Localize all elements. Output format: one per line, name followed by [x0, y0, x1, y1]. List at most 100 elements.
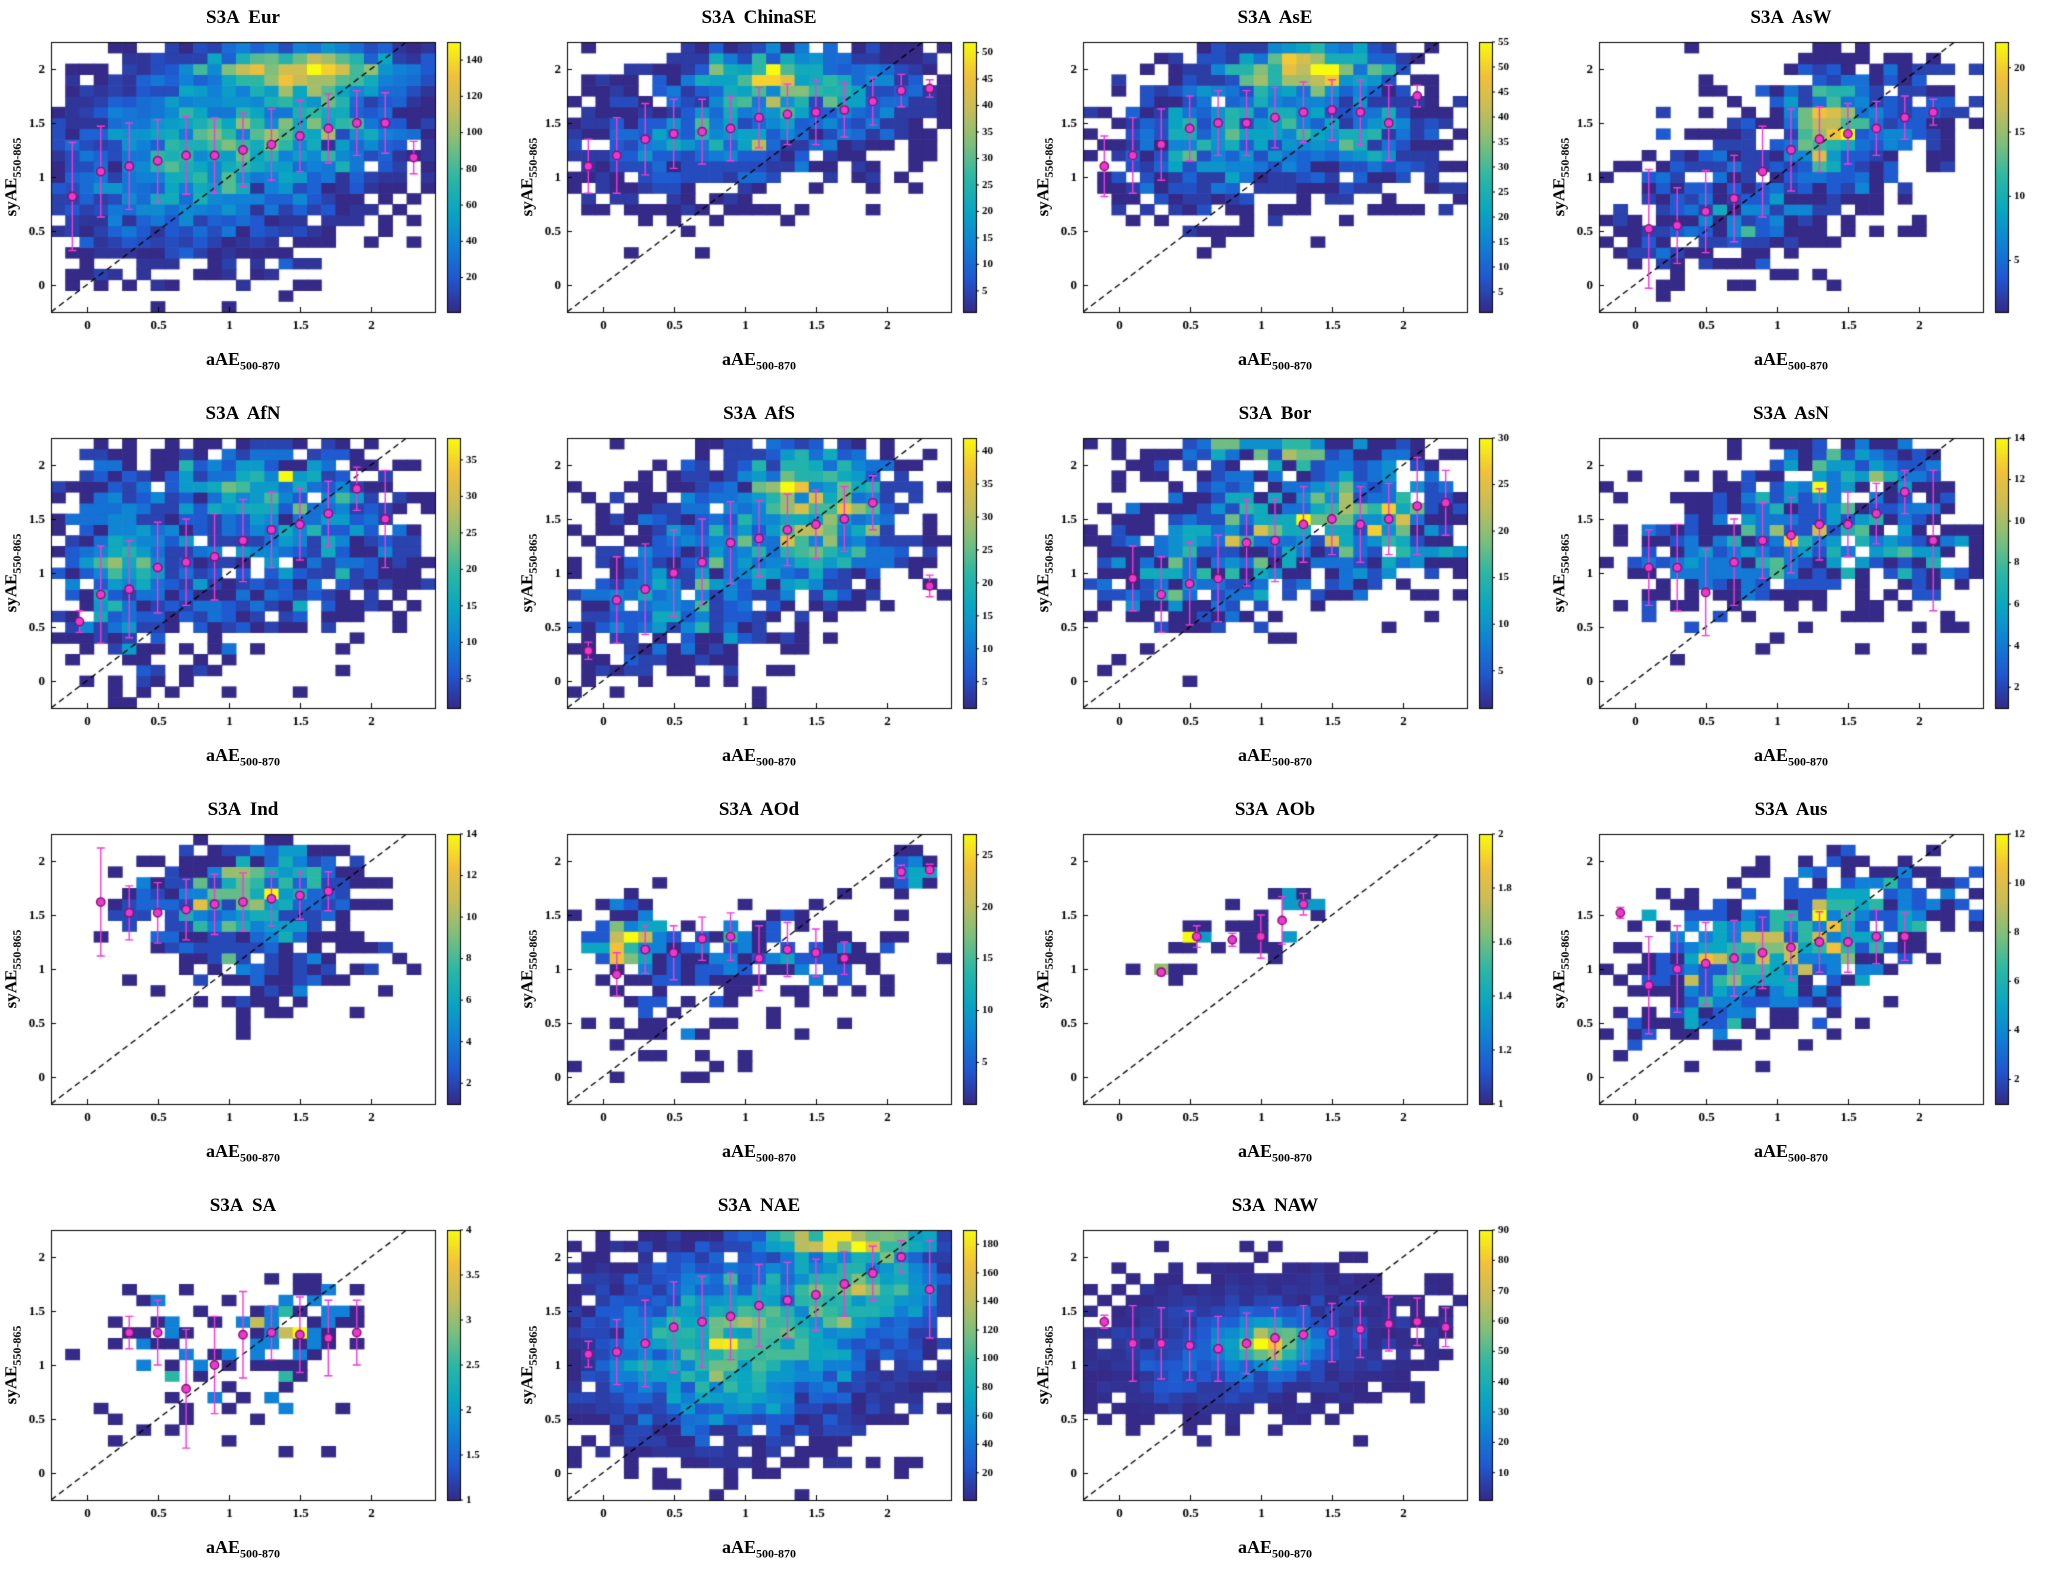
x-axis-label: aAE500-870: [1083, 1138, 1467, 1166]
panel-title: S3A Eur: [206, 7, 280, 28]
x-axis-label-base: aAE: [1237, 349, 1272, 369]
y-axis-label-base: syAE: [1, 177, 21, 217]
y-axis-label: syAE550-865: [1549, 534, 1572, 613]
y-axis-label: syAE550-865: [1, 1326, 24, 1405]
plot-area: syAE550-865: [517, 30, 1033, 346]
x-axis-label-subscript: 500-870: [756, 1546, 796, 1561]
heatmap-canvas: [1, 822, 517, 1138]
heatmap-canvas: [517, 30, 1033, 346]
x-axis-label-subscript: 500-870: [240, 1150, 280, 1165]
y-axis-label-subscript: 550-865: [525, 929, 540, 970]
x-axis-label-base: aAE: [721, 1141, 756, 1161]
y-axis-label: syAE550-865: [1549, 930, 1572, 1009]
y-axis-label-base: syAE: [517, 1365, 537, 1405]
y-axis-label-subscript: 550-865: [1041, 137, 1056, 178]
heatmap-panel: S3A SA syAE550-865 aAE500-870: [1, 1194, 517, 1562]
x-axis-label-base: aAE: [205, 745, 240, 765]
plot-area: syAE550-865: [1, 822, 517, 1138]
y-axis-label-base: syAE: [1033, 177, 1053, 217]
heatmap-panel: S3A AsE syAE550-865 aAE500-870: [1033, 6, 1549, 374]
heatmap-canvas: [1549, 822, 2065, 1138]
x-axis-label-base: aAE: [1753, 349, 1788, 369]
y-axis-label-subscript: 550-865: [1041, 533, 1056, 574]
y-axis-label-subscript: 550-865: [9, 929, 24, 970]
x-axis-label-base: aAE: [205, 349, 240, 369]
x-axis-label: aAE500-870: [51, 1138, 435, 1166]
plot-area: syAE550-865: [1549, 30, 2065, 346]
plot-area: syAE550-865: [1, 30, 517, 346]
x-axis-label-base: aAE: [1753, 745, 1788, 765]
x-axis-label: aAE500-870: [567, 742, 951, 770]
x-axis-label-base: aAE: [1237, 745, 1272, 765]
x-axis-label: aAE500-870: [1599, 346, 1983, 374]
x-axis-label-subscript: 500-870: [240, 358, 280, 373]
heatmap-canvas: [1549, 30, 2065, 346]
y-axis-label-base: syAE: [1, 1365, 21, 1405]
x-axis-label: aAE500-870: [567, 346, 951, 374]
y-axis-label-base: syAE: [1033, 969, 1053, 1009]
y-axis-label: syAE550-865: [1033, 534, 1056, 613]
heatmap-canvas: [517, 1218, 1033, 1534]
x-axis-label-subscript: 500-870: [1272, 1150, 1312, 1165]
y-axis-label-base: syAE: [1549, 969, 1569, 1009]
x-axis-label-base: aAE: [205, 1537, 240, 1557]
x-axis-label-base: aAE: [721, 349, 756, 369]
x-axis-label-subscript: 500-870: [1272, 754, 1312, 769]
panel-title: S3A Aus: [1754, 799, 1828, 820]
plot-area: syAE550-865: [517, 1218, 1033, 1534]
y-axis-label-base: syAE: [1033, 573, 1053, 613]
panel-title: S3A NAE: [717, 1195, 801, 1216]
panel-title: S3A AsW: [1750, 7, 1832, 28]
x-axis-label: aAE500-870: [1599, 742, 1983, 770]
heatmap-canvas: [1, 30, 517, 346]
heatmap-canvas: [1033, 1218, 1549, 1534]
heatmap-panel: S3A AfN syAE550-865 aAE500-870: [1, 402, 517, 770]
y-axis-label: syAE550-865: [1033, 930, 1056, 1009]
x-axis-label-subscript: 500-870: [756, 754, 796, 769]
x-axis-label-base: aAE: [1753, 1141, 1788, 1161]
heatmap-panel: S3A AfS syAE550-865 aAE500-870: [517, 402, 1033, 770]
heatmap-panel: S3A NAE syAE550-865 aAE500-870: [517, 1194, 1033, 1562]
y-axis-label-subscript: 550-865: [1041, 1325, 1056, 1366]
plot-area: syAE550-865: [517, 822, 1033, 1138]
heatmap-panel: S3A AsN syAE550-865 aAE500-870: [1549, 402, 2065, 770]
y-axis-label: syAE550-865: [517, 534, 540, 613]
x-axis-label-base: aAE: [205, 1141, 240, 1161]
x-axis-label-subscript: 500-870: [756, 358, 796, 373]
x-axis-label-base: aAE: [1237, 1537, 1272, 1557]
heatmap-panel: S3A Aus syAE550-865 aAE500-870: [1549, 798, 2065, 1166]
y-axis-label: syAE550-865: [517, 1326, 540, 1405]
x-axis-label-subscript: 500-870: [1788, 358, 1828, 373]
heatmap-canvas: [1, 426, 517, 742]
y-axis-label-base: syAE: [517, 573, 537, 613]
heatmap-panel: S3A Bor syAE550-865 aAE500-870: [1033, 402, 1549, 770]
plot-area: syAE550-865: [1033, 426, 1549, 742]
heatmap-panel: S3A Ind syAE550-865 aAE500-870: [1, 798, 517, 1166]
x-axis-label-subscript: 500-870: [240, 754, 280, 769]
panel-title: S3A AOb: [1234, 799, 1316, 820]
heatmap-panel: S3A AOb syAE550-865 aAE500-870: [1033, 798, 1549, 1166]
y-axis-label-subscript: 550-865: [1557, 533, 1572, 574]
plot-area: syAE550-865: [517, 426, 1033, 742]
x-axis-label-subscript: 500-870: [1788, 1150, 1828, 1165]
y-axis-label: syAE550-865: [517, 138, 540, 217]
heatmap-canvas: [1033, 822, 1549, 1138]
x-axis-label: aAE500-870: [51, 742, 435, 770]
heatmap-canvas: [1033, 426, 1549, 742]
y-axis-label-subscript: 550-865: [525, 1325, 540, 1366]
plot-area: syAE550-865: [1033, 1218, 1549, 1534]
heatmap-canvas: [517, 426, 1033, 742]
y-axis-label-subscript: 550-865: [1041, 929, 1056, 970]
x-axis-label-subscript: 500-870: [1788, 754, 1828, 769]
y-axis-label-base: syAE: [1549, 573, 1569, 613]
panel-title: S3A AsE: [1237, 7, 1313, 28]
plot-area: syAE550-865: [1033, 30, 1549, 346]
y-axis-label-subscript: 550-865: [525, 533, 540, 574]
x-axis-label: aAE500-870: [51, 346, 435, 374]
heatmap-canvas: [517, 822, 1033, 1138]
heatmap-panel: S3A Eur syAE550-865 aAE500-870: [1, 6, 517, 374]
heatmap-canvas: [1033, 30, 1549, 346]
heatmap-canvas: [1549, 426, 2065, 742]
plot-area: syAE550-865: [1549, 822, 2065, 1138]
panel-title: S3A AfS: [723, 403, 795, 424]
